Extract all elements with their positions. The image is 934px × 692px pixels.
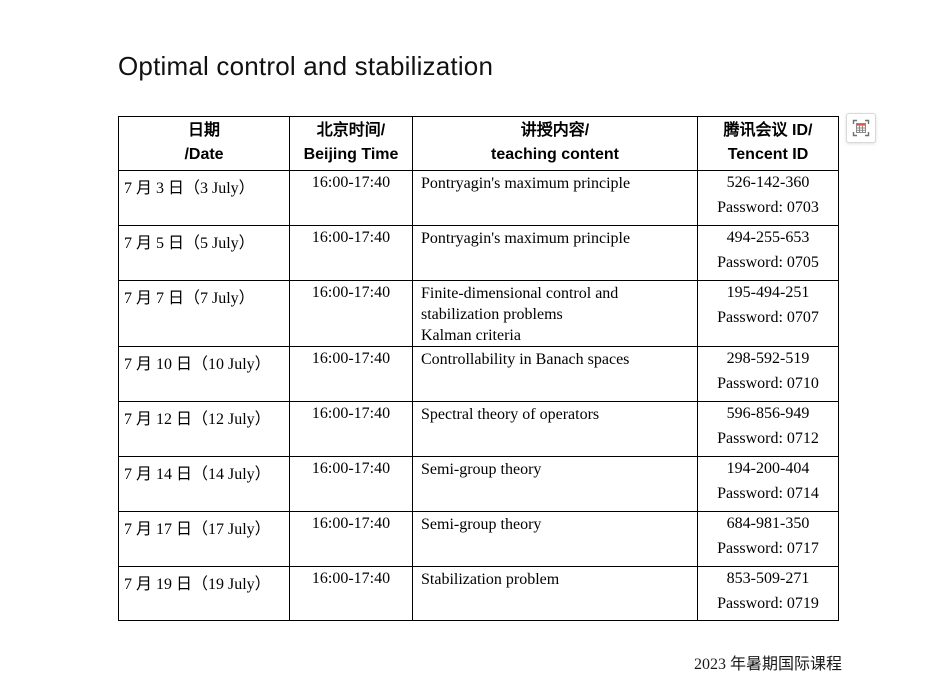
- meeting-id-cell: 596-856-949 Password: 0712: [697, 401, 839, 457]
- meeting-id-cell: 494-255-653 Password: 0705: [697, 225, 839, 281]
- table-row: 7 月 7 日（7 July） 16:00-17:40 Finite-dimen…: [118, 280, 839, 347]
- header-date: 日期 /Date: [118, 116, 290, 171]
- table-row: 7 月 14 日（14 July） 16:00-17:40 Semi-group…: [118, 456, 839, 512]
- time-cell: 16:00-17:40: [289, 511, 413, 567]
- meeting-password: Password: 0710: [717, 375, 819, 392]
- meeting-id: 494-255-653: [726, 229, 810, 246]
- meeting-id: 298-592-519: [726, 350, 810, 367]
- table-select-icon: [852, 119, 870, 137]
- content-cell: Pontryagin's maximum principle: [412, 170, 698, 226]
- meeting-id: 853-509-271: [726, 570, 810, 587]
- date-cell: 7 月 7 日（7 July）: [118, 280, 290, 347]
- time-cell: 16:00-17:40: [289, 346, 413, 402]
- date-cell: 7 月 10 日（10 July）: [118, 346, 290, 402]
- meeting-id: 596-856-949: [726, 405, 810, 422]
- footer-caption: 2023 年暑期国际课程: [693, 656, 842, 673]
- table-row: 7 月 5 日（5 July） 16:00-17:40 Pontryagin's…: [118, 225, 839, 281]
- header-time: 北京时间/ Beijing Time: [289, 116, 413, 171]
- content-cell: Semi-group theory: [412, 456, 698, 512]
- date-cell: 7 月 12 日（12 July）: [118, 401, 290, 457]
- time-cell: 16:00-17:40: [289, 401, 413, 457]
- content-cell: Pontryagin's maximum principle: [412, 225, 698, 281]
- table-row: 7 月 3 日（3 July） 16:00-17:40 Pontryagin's…: [118, 170, 839, 226]
- meeting-password: Password: 0712: [717, 430, 819, 447]
- table-row: 7 月 17 日（17 July） 16:00-17:40 Semi-group…: [118, 511, 839, 567]
- meeting-id: 194-200-404: [726, 460, 810, 477]
- table-row: 7 月 19 日（19 July） 16:00-17:40 Stabilizat…: [118, 566, 839, 621]
- content-cell: Stabilization problem: [412, 566, 698, 621]
- date-cell: 7 月 19 日（19 July）: [118, 566, 290, 621]
- meeting-id-cell: 298-592-519 Password: 0710: [697, 346, 839, 402]
- meeting-id-cell: 195-494-251 Password: 0707: [697, 280, 839, 347]
- content-cell: Semi-group theory: [412, 511, 698, 567]
- header-content: 讲授内容/ teaching content: [412, 116, 698, 171]
- header-id: 腾讯会议 ID/ Tencent ID: [697, 116, 839, 171]
- table-tool-button[interactable]: [846, 113, 876, 143]
- meeting-id-cell: 526-142-360 Password: 0703: [697, 170, 839, 226]
- meeting-id-cell: 853-509-271 Password: 0719: [697, 566, 839, 621]
- meeting-id: 526-142-360: [726, 174, 810, 191]
- meeting-id: 195-494-251: [726, 284, 810, 301]
- meeting-password: Password: 0717: [717, 540, 819, 557]
- time-cell: 16:00-17:40: [289, 225, 413, 281]
- time-cell: 16:00-17:40: [289, 280, 413, 347]
- meeting-password: Password: 0705: [717, 254, 819, 271]
- date-cell: 7 月 5 日（5 July）: [118, 225, 290, 281]
- meeting-id-cell: 684-981-350 Password: 0717: [697, 511, 839, 567]
- meeting-password: Password: 0719: [717, 595, 819, 612]
- time-cell: 16:00-17:40: [289, 170, 413, 226]
- table-header-row: 日期 /Date 北京时间/ Beijing Time 讲授内容/ teachi…: [118, 116, 839, 171]
- date-cell: 7 月 3 日（3 July）: [118, 170, 290, 226]
- table-row: 7 月 12 日（12 July） 16:00-17:40 Spectral t…: [118, 401, 839, 457]
- course-schedule-table: 日期 /Date 北京时间/ Beijing Time 讲授内容/ teachi…: [118, 116, 839, 621]
- date-cell: 7 月 17 日（17 July）: [118, 511, 290, 567]
- content-cell: Controllability in Banach spaces: [412, 346, 698, 402]
- meeting-id: 684-981-350: [726, 515, 810, 532]
- content-cell: Spectral theory of operators: [412, 401, 698, 457]
- time-cell: 16:00-17:40: [289, 456, 413, 512]
- meeting-password: Password: 0703: [717, 199, 819, 216]
- table-row: 7 月 10 日（10 July） 16:00-17:40 Controllab…: [118, 346, 839, 402]
- meeting-password: Password: 0707: [717, 309, 819, 326]
- time-cell: 16:00-17:40: [289, 566, 413, 621]
- page-title: Optimal control and stabilization: [118, 51, 494, 81]
- date-cell: 7 月 14 日（14 July）: [118, 456, 290, 512]
- meeting-id-cell: 194-200-404 Password: 0714: [697, 456, 839, 512]
- content-cell: Finite-dimensional control and stabiliza…: [412, 280, 698, 347]
- meeting-password: Password: 0714: [717, 485, 819, 502]
